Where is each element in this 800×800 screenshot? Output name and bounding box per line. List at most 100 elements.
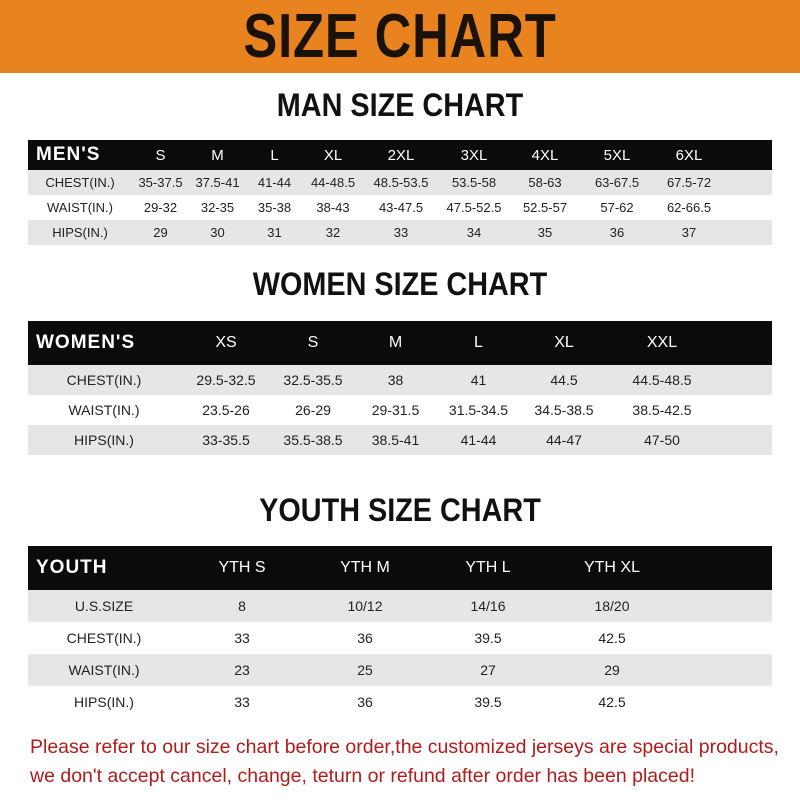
table-cell: 10/12 <box>347 598 383 614</box>
table-cell: S <box>155 146 166 164</box>
table-cell: 44.5-48.5 <box>632 372 692 388</box>
table-cell: M <box>211 146 224 164</box>
table-cell: 36 <box>357 694 373 710</box>
table-cell: 32.5-35.5 <box>283 372 343 388</box>
table-cell: 48.5-53.5 <box>373 175 429 190</box>
table-header: MEN'S S M L XL 2XL 3XL 4XL 5XL 6XL <box>28 140 772 170</box>
table-cell: 8 <box>238 598 246 614</box>
table-cell: 58-63 <box>528 175 562 190</box>
table-row: U.S.SIZE 8 10/12 14/16 18/20 <box>28 590 772 622</box>
table-row: WAIST(IN.) 23 25 27 29 <box>28 654 772 686</box>
table-cell: 39.5 <box>474 694 502 710</box>
table-cell: 44-48.5 <box>310 175 356 190</box>
table-cell: 35-38 <box>257 200 292 215</box>
table-cell: 18/20 <box>594 598 630 614</box>
women-title: WOMEN SIZE CHART <box>252 266 548 302</box>
table-cell: 29.5-32.5 <box>196 372 256 388</box>
table-cell: 25 <box>357 662 373 678</box>
youth-title: YOUTH SIZE CHART <box>259 492 541 528</box>
row-label: HIPS(IN.) <box>74 432 134 448</box>
table-cell: 41 <box>470 372 487 388</box>
banner: SIZE CHART <box>0 0 800 73</box>
main-title: SIZE CHART <box>243 2 557 71</box>
table-cell: 52.5-57 <box>522 200 568 215</box>
row-label: U.S.SIZE <box>74 598 134 614</box>
table-row: HIPS(IN.) 33-35.5 35.5-38.5 38.5-41 41-44 44-… <box>28 425 772 455</box>
row-label: MEN'S <box>36 144 101 165</box>
table-cell: 34.5-38.5 <box>534 402 594 418</box>
table-cell: 38-43 <box>316 200 350 215</box>
table-cell: XL <box>323 146 343 164</box>
table-cell: 23.5-26 <box>202 402 250 418</box>
table-cell: XS <box>215 334 237 351</box>
row-label: WOMEN'S <box>36 332 136 353</box>
table-cell: 53.5-58 <box>451 175 497 190</box>
table-cell: 30 <box>210 225 225 240</box>
notice-line-2: we don't accept cancel, change, teturn o… <box>30 765 695 787</box>
table-cell: 38.5-41 <box>371 432 420 448</box>
table-cell: 2XL <box>387 146 415 164</box>
table-cell: 36 <box>609 225 625 240</box>
table-cell: 33 <box>234 694 250 710</box>
table-header: WOMEN'S XS S M L XL XXL <box>28 321 772 365</box>
table-cell: 44.5 <box>550 372 578 388</box>
table-cell: 47.5-52.5 <box>446 200 502 215</box>
row-label: CHEST(IN.) <box>45 175 115 190</box>
table-cell: 27 <box>480 662 496 678</box>
women-table: WOMEN'S XS S M L XL XXL CHEST(IN.) 29.5-32.5 32.5… <box>28 321 772 455</box>
table-cell: 31.5-34.5 <box>448 402 509 418</box>
row-label: WAIST(IN.) <box>47 200 113 215</box>
table-header: YOUTH YTH S YTH M YTH L YTH XL <box>28 546 772 590</box>
table-row: CHEST(IN.) 33 36 39.5 42.5 <box>28 622 772 654</box>
table-cell: 29 <box>604 662 620 678</box>
table-cell: YTH L <box>465 559 511 576</box>
table-cell: XL <box>554 334 574 351</box>
table-cell: 38 <box>387 372 404 388</box>
table-cell: 36 <box>357 630 373 646</box>
table-cell: 5XL <box>603 146 631 164</box>
table-cell: 32 <box>325 225 341 240</box>
table-cell: 3XL <box>460 146 488 164</box>
table-cell: 31 <box>267 225 282 240</box>
table-row: HIPS(IN.) 29 30 31 32 33 34 35 36 37 <box>28 220 772 245</box>
table-cell: 41-44 <box>257 175 292 190</box>
table-cell: 33 <box>393 225 409 240</box>
table-cell: 37 <box>681 225 697 240</box>
table-cell: 29-31.5 <box>371 402 420 418</box>
table-cell: 33-35.5 <box>202 432 250 448</box>
row-label: YOUTH <box>36 557 108 578</box>
table-cell: 29-32 <box>143 200 178 215</box>
table-row: WAIST(IN.) 23.5-26 26-29 29-31.5 31.5-34.5 34… <box>28 395 772 425</box>
table-cell: YTH M <box>340 559 390 576</box>
row-label: WAIST(IN.) <box>68 402 140 418</box>
table-cell: 37.5-41 <box>195 175 240 190</box>
table-cell: 57-62 <box>600 200 634 215</box>
table-row: CHEST(IN.) 35-37.5 37.5-41 41-44 44-48.5 48.5… <box>28 170 772 195</box>
table-cell: 14/16 <box>470 598 506 614</box>
notice-line-1: Please refer to our size chart before or… <box>30 736 779 758</box>
table-cell: 39.5 <box>474 630 502 646</box>
notice: Please refer to our size chart before or… <box>30 733 790 791</box>
table-row: HIPS(IN.) 33 36 39.5 42.5 <box>28 686 772 718</box>
table-cell: YTH XL <box>583 559 640 576</box>
table-cell: 44-47 <box>546 432 582 448</box>
table-cell: 42.5 <box>598 694 626 710</box>
table-row: CHEST(IN.) 29.5-32.5 32.5-35.5 38 41 44.5 44.5… <box>28 365 772 395</box>
youth-table: YOUTH YTH S YTH M YTH L YTH XL U.S.SIZE 8 10/12… <box>28 546 772 718</box>
row-label: HIPS(IN.) <box>52 225 108 240</box>
table-cell: 23 <box>234 662 250 678</box>
table-row: WAIST(IN.) 29-32 32-35 35-38 38-43 43-47.5 47.… <box>28 195 772 220</box>
men-table: MEN'S S M L XL 2XL 3XL 4XL 5XL 6XL CHEST(IN.) 35-37… <box>28 140 772 245</box>
table-cell: 38.5-42.5 <box>632 402 692 418</box>
table-cell: 29 <box>153 225 168 240</box>
row-label: CHEST(IN.) <box>66 630 142 646</box>
row-label: CHEST(IN.) <box>66 372 142 388</box>
table-cell: 63-67.5 <box>594 175 640 190</box>
table-cell: L <box>474 334 483 351</box>
table-cell: M <box>388 334 403 351</box>
table-cell: YTH S <box>218 559 266 576</box>
table-cell: 35 <box>537 225 553 240</box>
table-cell: 26-29 <box>295 402 331 418</box>
table-cell: 67.5-72 <box>666 175 712 190</box>
table-cell: L <box>270 146 279 164</box>
